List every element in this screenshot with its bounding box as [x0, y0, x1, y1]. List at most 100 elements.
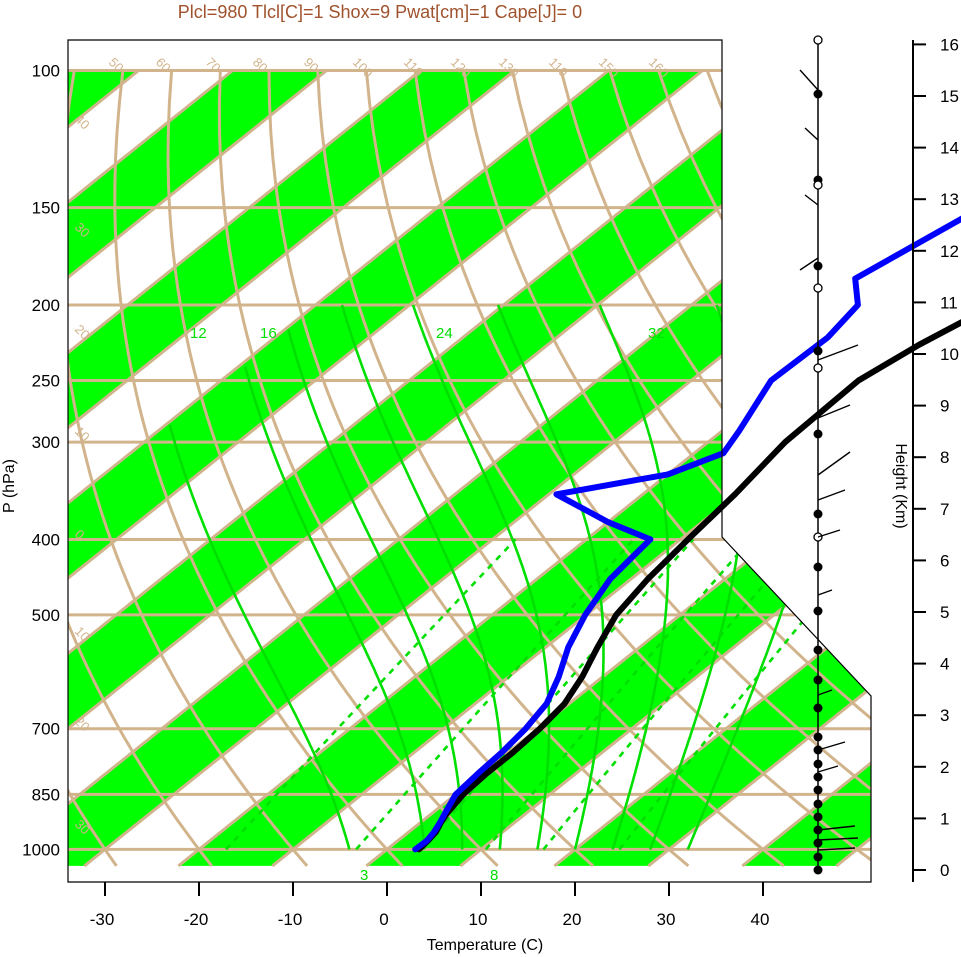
dry-adiabat-line	[413, 70, 871, 868]
wind-level-circle	[813, 35, 823, 45]
temperature-band	[366, 70, 871, 866]
y-tick-label: 250	[32, 371, 60, 390]
wind-barb-line	[817, 847, 856, 851]
height-tick-label: 0	[940, 861, 949, 880]
wind-barbs	[799, 35, 859, 875]
wind-barb-line	[817, 825, 856, 831]
wind-level-dot	[813, 732, 823, 742]
wind-barb-line	[817, 404, 851, 419]
wind-barb-line	[804, 194, 819, 206]
temperature-band	[68, 70, 871, 866]
isotherm-line	[647, 69, 871, 868]
dry-adiabat-lines	[68, 69, 871, 868]
mixing-ratio-label: 32	[648, 325, 665, 342]
height-tick-label: 5	[940, 603, 949, 622]
wind-level-dot	[813, 429, 823, 439]
y-tick-label: 850	[32, 785, 60, 804]
height-tick-label: 10	[940, 345, 959, 364]
isotherm-line	[68, 69, 516, 868]
wind-level-dot	[813, 852, 823, 862]
height-tick-label: 3	[940, 706, 949, 725]
dry-adiabat-line	[217, 70, 595, 868]
mixing-ratio-bottom-label: 3	[360, 867, 368, 884]
right-skew-label: 30	[728, 118, 753, 143]
y-tick-label: 100	[32, 62, 60, 81]
y-tick-label: 1000	[22, 840, 60, 859]
dry-adiabat-line	[364, 70, 871, 868]
dry-adiabat-line	[559, 70, 871, 868]
height-tick-label: 11	[940, 293, 958, 312]
wind-level-dot	[813, 865, 823, 875]
right-skew-label: 0	[728, 459, 746, 477]
sounding-profiles	[412, 215, 961, 853]
mixing-ratio-line	[484, 538, 752, 851]
x-tick-label: -10	[278, 910, 303, 929]
wind-level-dot	[813, 509, 823, 519]
x-axis-label: Temperature (C)	[427, 937, 543, 954]
wind-level-dot	[813, 645, 823, 655]
right-skew-label: 20	[728, 233, 753, 258]
wind-level-dot	[813, 772, 823, 782]
right-skew-label: 10	[728, 336, 753, 361]
x-tick-label: -30	[90, 910, 115, 929]
isotherm-line	[459, 69, 871, 868]
height-tick-label: 13	[940, 190, 959, 209]
wind-level-circle	[813, 283, 823, 293]
wind-barb-line	[817, 489, 846, 501]
wind-barb-line	[817, 837, 859, 841]
height-tick-label: 12	[940, 242, 959, 261]
x-tick-label: -20	[184, 910, 209, 929]
isotherm-line	[83, 69, 871, 868]
height-tick-label: 6	[940, 551, 949, 570]
wind-barb-line	[804, 127, 819, 141]
skew-label: 110	[546, 55, 571, 80]
y-tick-label: 500	[32, 606, 60, 625]
wind-barb-line	[817, 529, 841, 538]
height-axis-label: Height (Km)	[892, 443, 909, 528]
wind-barb-line	[817, 741, 846, 751]
x-tick-label: 40	[751, 910, 770, 929]
dry-adiabat-line	[68, 70, 213, 867]
x-tick-label: 0	[379, 910, 388, 929]
wind-level-dot	[813, 838, 823, 848]
wind-level-dot	[813, 785, 823, 795]
temperature-band	[554, 70, 871, 866]
y-axis: 100 150 200 250 300 400 500 700 850 1000	[22, 62, 60, 860]
plot-border	[67, 39, 872, 883]
temperature-band	[68, 70, 515, 866]
mixing-ratio-label: 12	[190, 325, 207, 342]
x-tick-label: 20	[563, 910, 582, 929]
moist-adiabat-line	[411, 304, 551, 850]
y-tick-label: 200	[32, 296, 60, 315]
height-tick-label: 2	[940, 758, 949, 777]
wind-level-dot	[813, 759, 823, 769]
isotherm-line	[68, 69, 704, 868]
height-tick-label: 9	[940, 397, 949, 416]
height-tick-label: 14	[940, 139, 959, 158]
wind-level-dot	[813, 703, 823, 713]
temperature-band	[68, 70, 703, 866]
mixing-ratio-line	[542, 538, 804, 851]
mixing-ratio-line	[355, 538, 635, 851]
wind-level-circle	[813, 180, 823, 190]
right-skew-label: 10	[751, 534, 776, 559]
isotherm-line	[68, 69, 798, 868]
x-tick-label: 30	[657, 910, 676, 929]
isotherm-line	[68, 69, 328, 868]
chart-title: Plcl=980 Tlcl[C]=1 Shox=9 Pwat[cm]=1 Cap…	[178, 2, 582, 22]
dry-adiabat-line	[511, 70, 871, 868]
height-tick-label: 15	[940, 87, 959, 106]
dry-adiabat-line	[113, 70, 404, 867]
height-tick-label: 1	[940, 809, 949, 828]
wind-level-dot	[813, 261, 823, 271]
wind-barb-line	[817, 451, 851, 476]
x-axis: -30 -20 -10 0 10 20 30 40	[90, 882, 770, 929]
height-tick-label: 7	[940, 500, 949, 519]
wind-level-dot	[813, 89, 823, 99]
height-tick-label: 16	[940, 35, 959, 54]
dewpoint-profile-line	[412, 215, 961, 853]
wind-level-dot	[813, 799, 823, 809]
wind-barb-line	[817, 689, 833, 696]
